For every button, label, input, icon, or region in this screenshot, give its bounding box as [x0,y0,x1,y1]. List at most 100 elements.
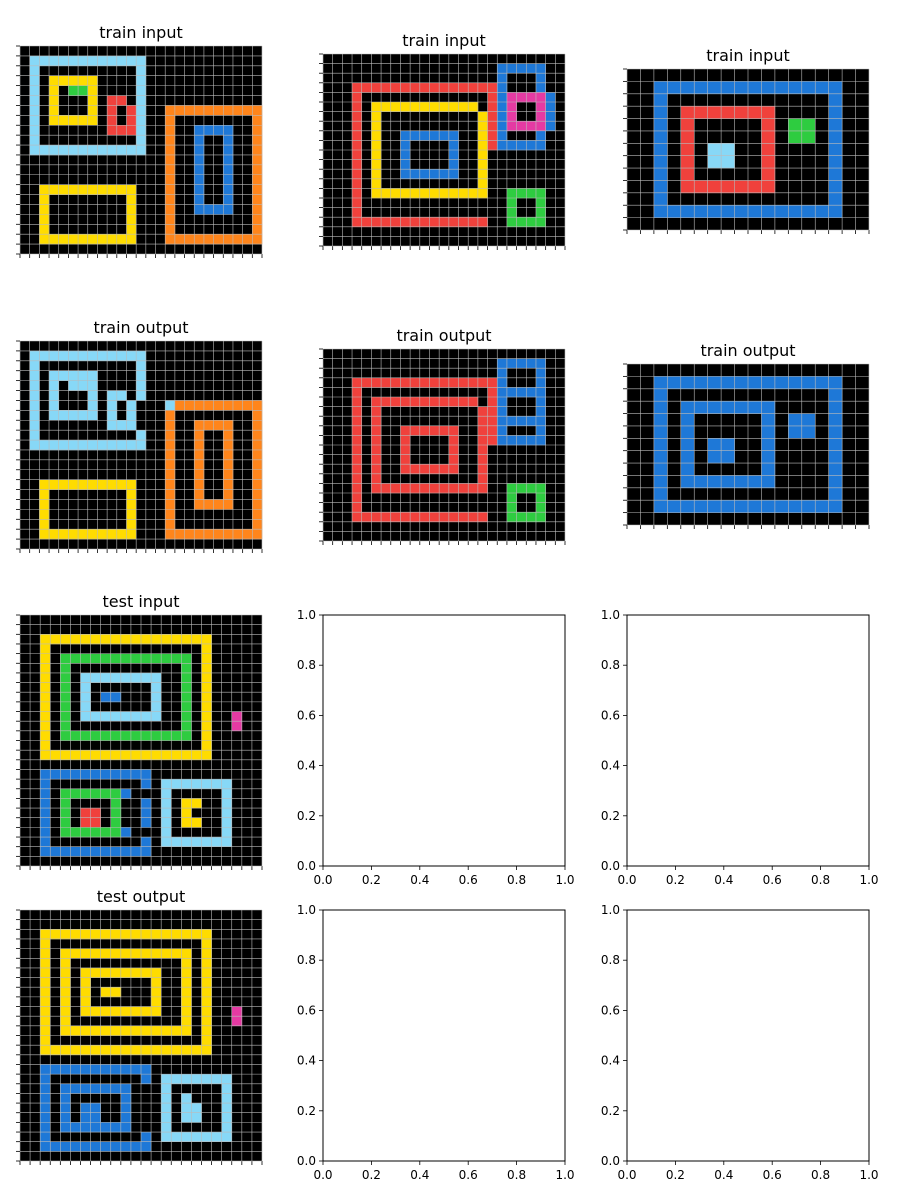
grid-cell [90,769,101,780]
grid-cell [68,234,79,245]
grid-cell [761,401,776,414]
grid-cell [191,1132,202,1142]
grid-cell [171,653,182,664]
grid-cell [497,416,508,427]
grid-cell [60,721,71,732]
grid-cell [734,401,749,414]
grid-cell [211,779,222,790]
grid-cell [526,217,537,228]
grid-cell [761,376,776,390]
x-tick-label: 1.0 [555,1168,574,1182]
grid-cell [352,207,363,218]
grid-cell [80,987,91,998]
grid-cell [126,529,137,540]
grid-cell [126,105,137,116]
grid-cell [221,827,233,838]
grid-cell [161,1112,172,1123]
grid-cell [110,929,122,940]
grid-cell [141,1132,152,1142]
grid-cell [171,750,182,761]
grid-cell [667,376,682,390]
grid-cell [429,377,440,388]
y-tick-label: 0.8 [601,953,620,967]
grid-cell [126,499,137,510]
grid-cell [788,376,803,390]
grid-cell [90,817,101,828]
grid-cell [107,390,118,401]
grid-cell [487,92,498,103]
grid-cell [429,425,440,436]
grid-cell [130,730,142,741]
grid-cell [448,217,459,228]
grid-cell [107,479,118,490]
panel-title: train input [99,23,182,42]
grid-cell [497,82,508,93]
grid-cell [40,1122,51,1133]
grid-cell [497,121,508,132]
grid-cell [151,730,162,741]
grid-cell [707,401,722,414]
y-tick-label: 0.8 [297,953,316,967]
grid-cell [184,529,195,540]
grid-cell [141,730,152,741]
grid-cell [29,115,40,126]
grid-cell [29,400,40,411]
grid-cell [535,111,546,122]
grid-cell [497,130,508,141]
grid-cell [201,1035,212,1046]
grid-cell [60,977,71,988]
grid-cell [352,130,363,141]
grid-cell [203,420,214,431]
grid-cell [126,55,137,67]
grid-cell [788,500,803,513]
grid-cell [203,125,214,136]
grid-cell [400,425,411,436]
grid-cell [458,512,469,523]
grid-cell [201,701,212,712]
grid-cell [516,435,527,446]
grid-cell [801,413,816,427]
grid-cell [252,440,263,451]
grid-cell [100,827,112,838]
x-tick-label: 0.4 [714,873,733,887]
grid-cell [60,750,71,761]
grid-cell [181,1074,192,1085]
grid-cell [361,217,372,228]
grid-cell [761,463,776,476]
grid-cell [352,483,363,494]
grid-cell [203,499,214,510]
grid-cell [734,376,749,390]
grid-cell [97,350,108,362]
grid-cell [171,1074,182,1085]
grid-cell [60,788,71,799]
grid-cell [352,111,363,122]
grid-cell [828,168,843,181]
grid-cell [371,425,382,436]
grid-cell [107,55,118,67]
grid-cell [252,204,263,215]
grid-cell [40,817,51,828]
grid-cell [419,377,430,388]
grid-cell [221,1103,233,1114]
grid-cell [653,475,668,489]
grid-cell [40,1132,51,1142]
grid-cell [194,234,205,245]
grid-cell [828,376,843,390]
grid-cell [78,115,89,126]
grid-panels: train input train input train input train o… [16,23,870,1165]
grid-cell [788,81,803,95]
grid-panel: test output [16,887,263,1165]
grid-cell [252,420,263,431]
grid-cell [171,837,182,847]
grid-cell [161,929,172,940]
grid-cell [535,387,546,398]
grid-cell [487,82,498,93]
grid-cell [110,948,122,959]
axes-frame [322,614,566,867]
grid-cell [221,1132,233,1142]
grid-cell [181,798,192,809]
grid-cell [39,519,50,530]
grid-cell [487,425,498,436]
grid-cell [477,377,488,388]
grid-cell [352,377,363,388]
